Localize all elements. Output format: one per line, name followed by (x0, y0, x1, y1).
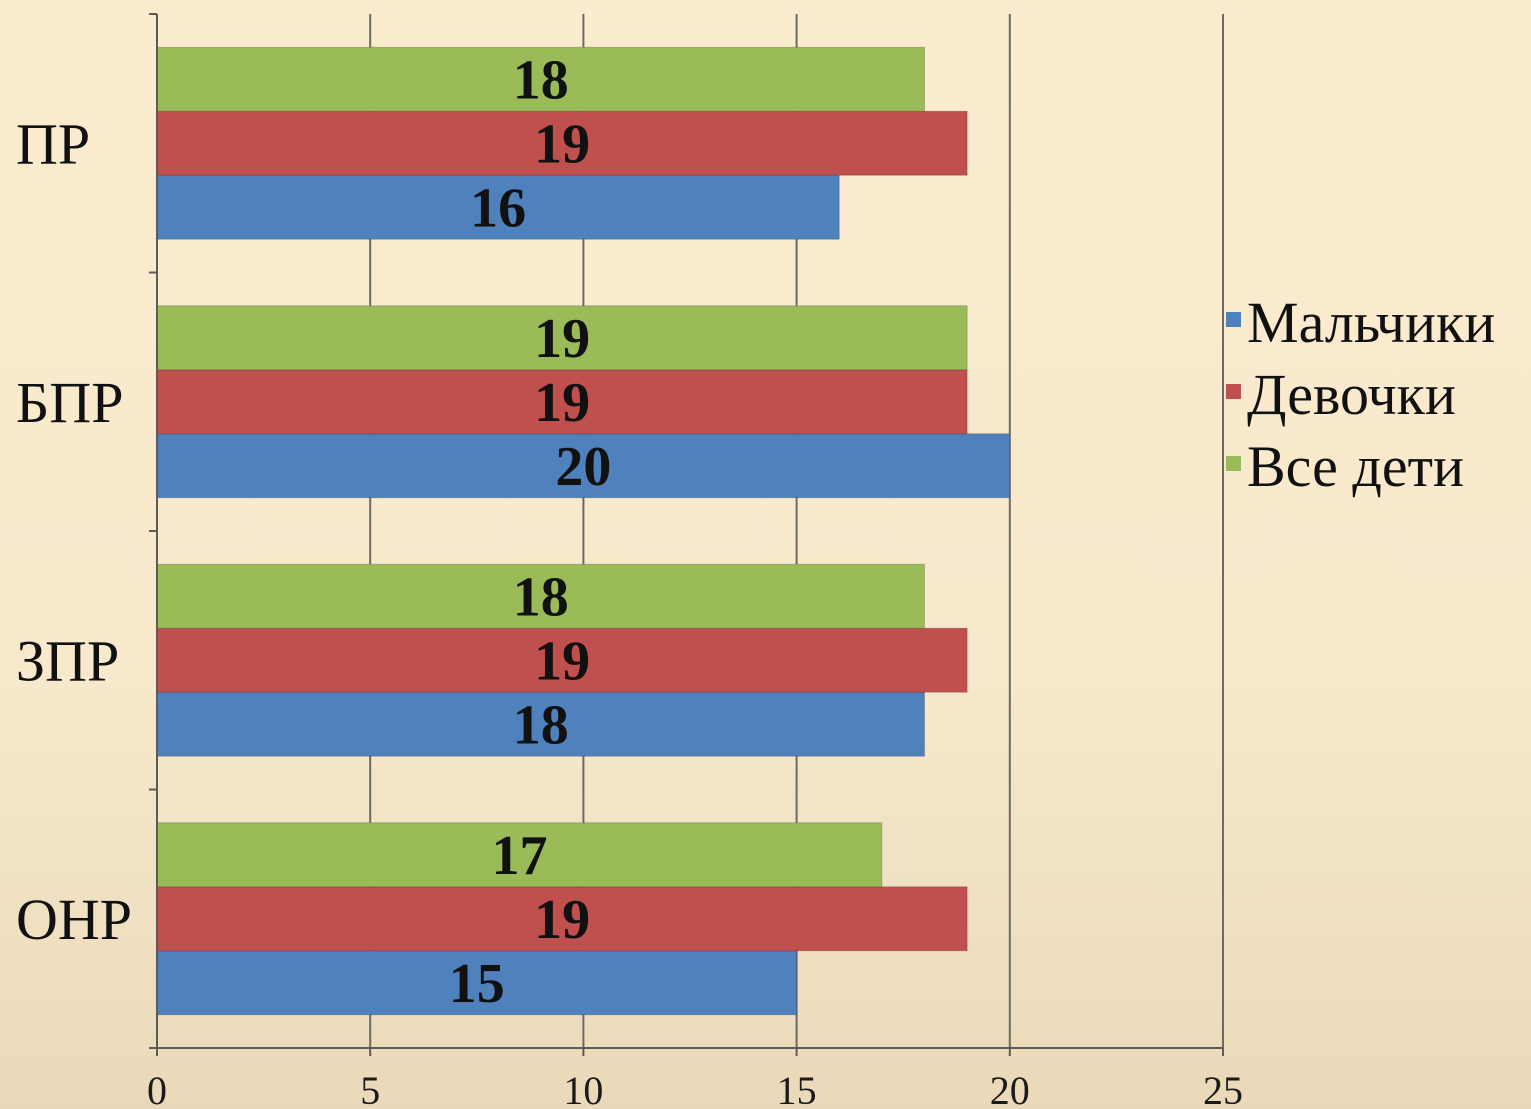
category-label-3: ПР (16, 111, 90, 176)
bar-3-2 (156, 46, 926, 112)
data-label-1-0: 18 (513, 694, 569, 756)
legend-label-1: Девочки (1247, 362, 1456, 427)
x-tick-label-5: 5 (360, 1068, 380, 1109)
bar-0-0 (156, 950, 798, 1016)
bar-2-2 (156, 305, 968, 371)
category-label-2: БПР (16, 370, 123, 435)
data-label-3-1: 19 (534, 113, 590, 175)
bars (156, 46, 1011, 1016)
data-label-2-2: 19 (534, 308, 590, 370)
category-label-1: ЗПР (16, 628, 119, 693)
bar-2-0 (156, 433, 1011, 499)
x-tick-labels: 0 5 10 15 20 25 (147, 1068, 1243, 1109)
data-label-1-2: 18 (513, 566, 569, 628)
axes (149, 13, 1224, 1056)
bar-2-1 (156, 369, 968, 435)
data-label-2-0: 20 (555, 436, 611, 498)
bar-0-2 (156, 822, 883, 888)
x-tick-label-0: 0 (147, 1068, 167, 1109)
legend-label-2: Все дети (1247, 434, 1464, 499)
legend-swatch-2 (1226, 456, 1241, 471)
x-tick-label-10: 10 (563, 1068, 603, 1109)
legend-swatch-0 (1226, 312, 1241, 327)
x-tick-label-20: 20 (990, 1068, 1030, 1109)
x-tick-label-25: 25 (1203, 1068, 1243, 1109)
data-label-3-2: 18 (513, 49, 569, 111)
category-label-0: ОНР (16, 887, 132, 952)
category-labels: ОНР ЗПР БПР ПР (16, 111, 132, 952)
data-label-1-1: 19 (534, 630, 590, 692)
bar-3-0 (156, 174, 840, 240)
legend-swatch-1 (1226, 384, 1241, 399)
data-label-3-0: 16 (470, 177, 526, 239)
data-label-0-0: 15 (449, 953, 505, 1015)
bar-3-1 (156, 110, 968, 176)
data-label-0-2: 17 (491, 825, 547, 887)
legend-label-0: Мальчики (1247, 290, 1495, 355)
data-label-2-1: 19 (534, 372, 590, 434)
bar-1-2 (156, 563, 926, 629)
legend: Мальчики Девочки Все дети (1226, 290, 1495, 499)
data-label-0-1: 19 (534, 889, 590, 951)
x-tick-label-15: 15 (777, 1068, 817, 1109)
